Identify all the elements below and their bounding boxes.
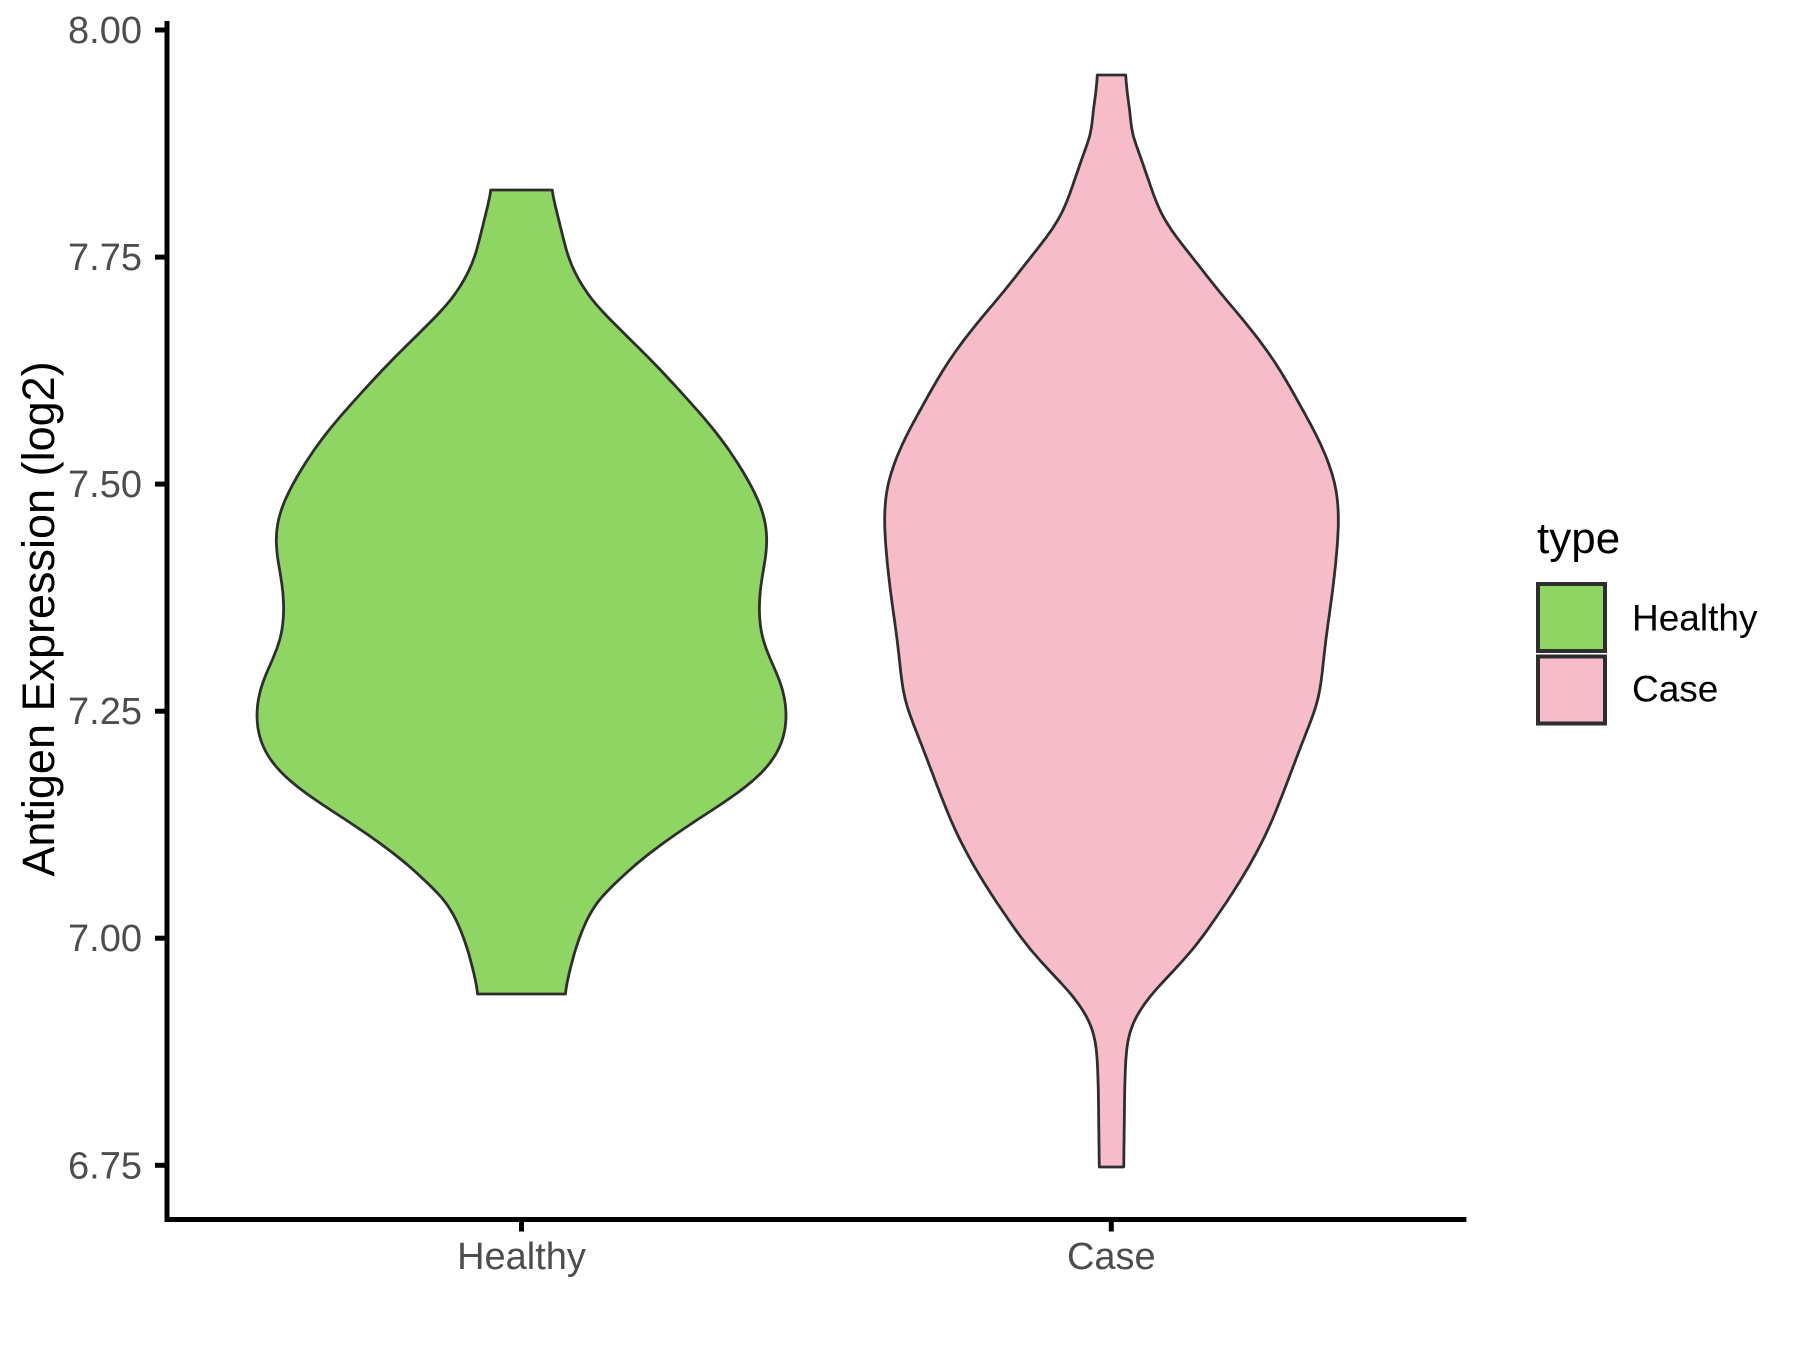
svg-text:Antigen Expression (log2): Antigen Expression (log2) — [13, 361, 64, 876]
svg-text:Healthy: Healthy — [1632, 598, 1758, 639]
svg-text:type: type — [1537, 514, 1620, 563]
svg-text:7.25: 7.25 — [68, 691, 142, 733]
svg-text:7.00: 7.00 — [68, 918, 142, 960]
svg-text:Healthy: Healthy — [457, 1236, 586, 1278]
svg-text:6.75: 6.75 — [68, 1145, 142, 1187]
svg-text:Case: Case — [1632, 669, 1718, 710]
svg-text:7.50: 7.50 — [68, 464, 142, 506]
svg-text:7.75: 7.75 — [68, 237, 142, 279]
svg-text:8.00: 8.00 — [68, 10, 142, 52]
svg-text:Case: Case — [1067, 1236, 1156, 1278]
